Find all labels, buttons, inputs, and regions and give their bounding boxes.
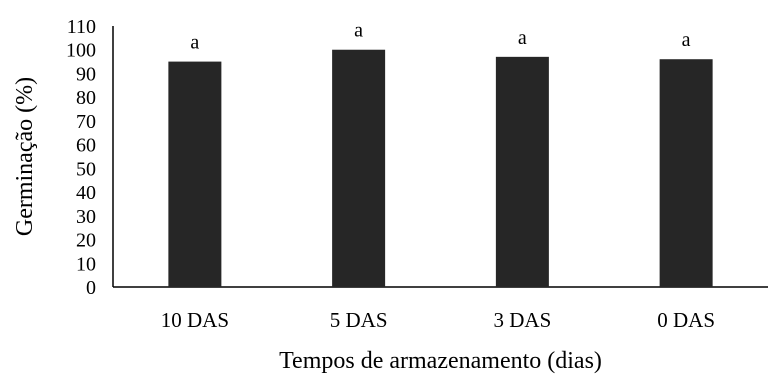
bar bbox=[659, 59, 713, 287]
bar bbox=[332, 49, 386, 288]
y-tick-label: 10 bbox=[76, 253, 96, 275]
y-tick-label: 20 bbox=[76, 230, 96, 252]
y-tick-label: 70 bbox=[76, 111, 96, 133]
x-axis: 10 DAS 5 DAS 3 DAS 0 DAS bbox=[113, 286, 768, 332]
y-axis-title: Germinação (%) bbox=[12, 77, 38, 236]
bar-data-label: a bbox=[190, 32, 199, 54]
x-tick-labels: 10 DAS 5 DAS 3 DAS 0 DAS bbox=[161, 308, 715, 332]
y-tick-label: 30 bbox=[76, 206, 96, 228]
y-tick-label: 40 bbox=[76, 182, 96, 204]
bars bbox=[168, 49, 713, 288]
bar bbox=[495, 56, 549, 287]
y-tick-label: 60 bbox=[76, 135, 96, 157]
y-tick-label: 0 bbox=[86, 277, 96, 299]
x-tick-label: 5 DAS bbox=[330, 308, 388, 332]
bar-data-labels: aa a a bbox=[190, 20, 690, 54]
bar-data-label: a bbox=[518, 27, 527, 49]
y-tick-label: 90 bbox=[76, 63, 96, 85]
x-tick-label: 0 DAS bbox=[657, 308, 715, 332]
bar-data-label: a bbox=[354, 20, 363, 42]
y-tick-label: 110 bbox=[67, 16, 96, 38]
x-tick-label: 10 DAS bbox=[161, 308, 229, 332]
x-axis-title: Tempos de armazenamento (dias) bbox=[279, 348, 602, 374]
bar-data-label: a bbox=[682, 29, 691, 51]
y-tick-label: 50 bbox=[76, 158, 96, 180]
bar bbox=[168, 61, 222, 287]
x-tick-label: 3 DAS bbox=[493, 308, 551, 332]
y-tick-label: 100 bbox=[66, 40, 96, 62]
y-tick-label: 80 bbox=[76, 87, 96, 109]
